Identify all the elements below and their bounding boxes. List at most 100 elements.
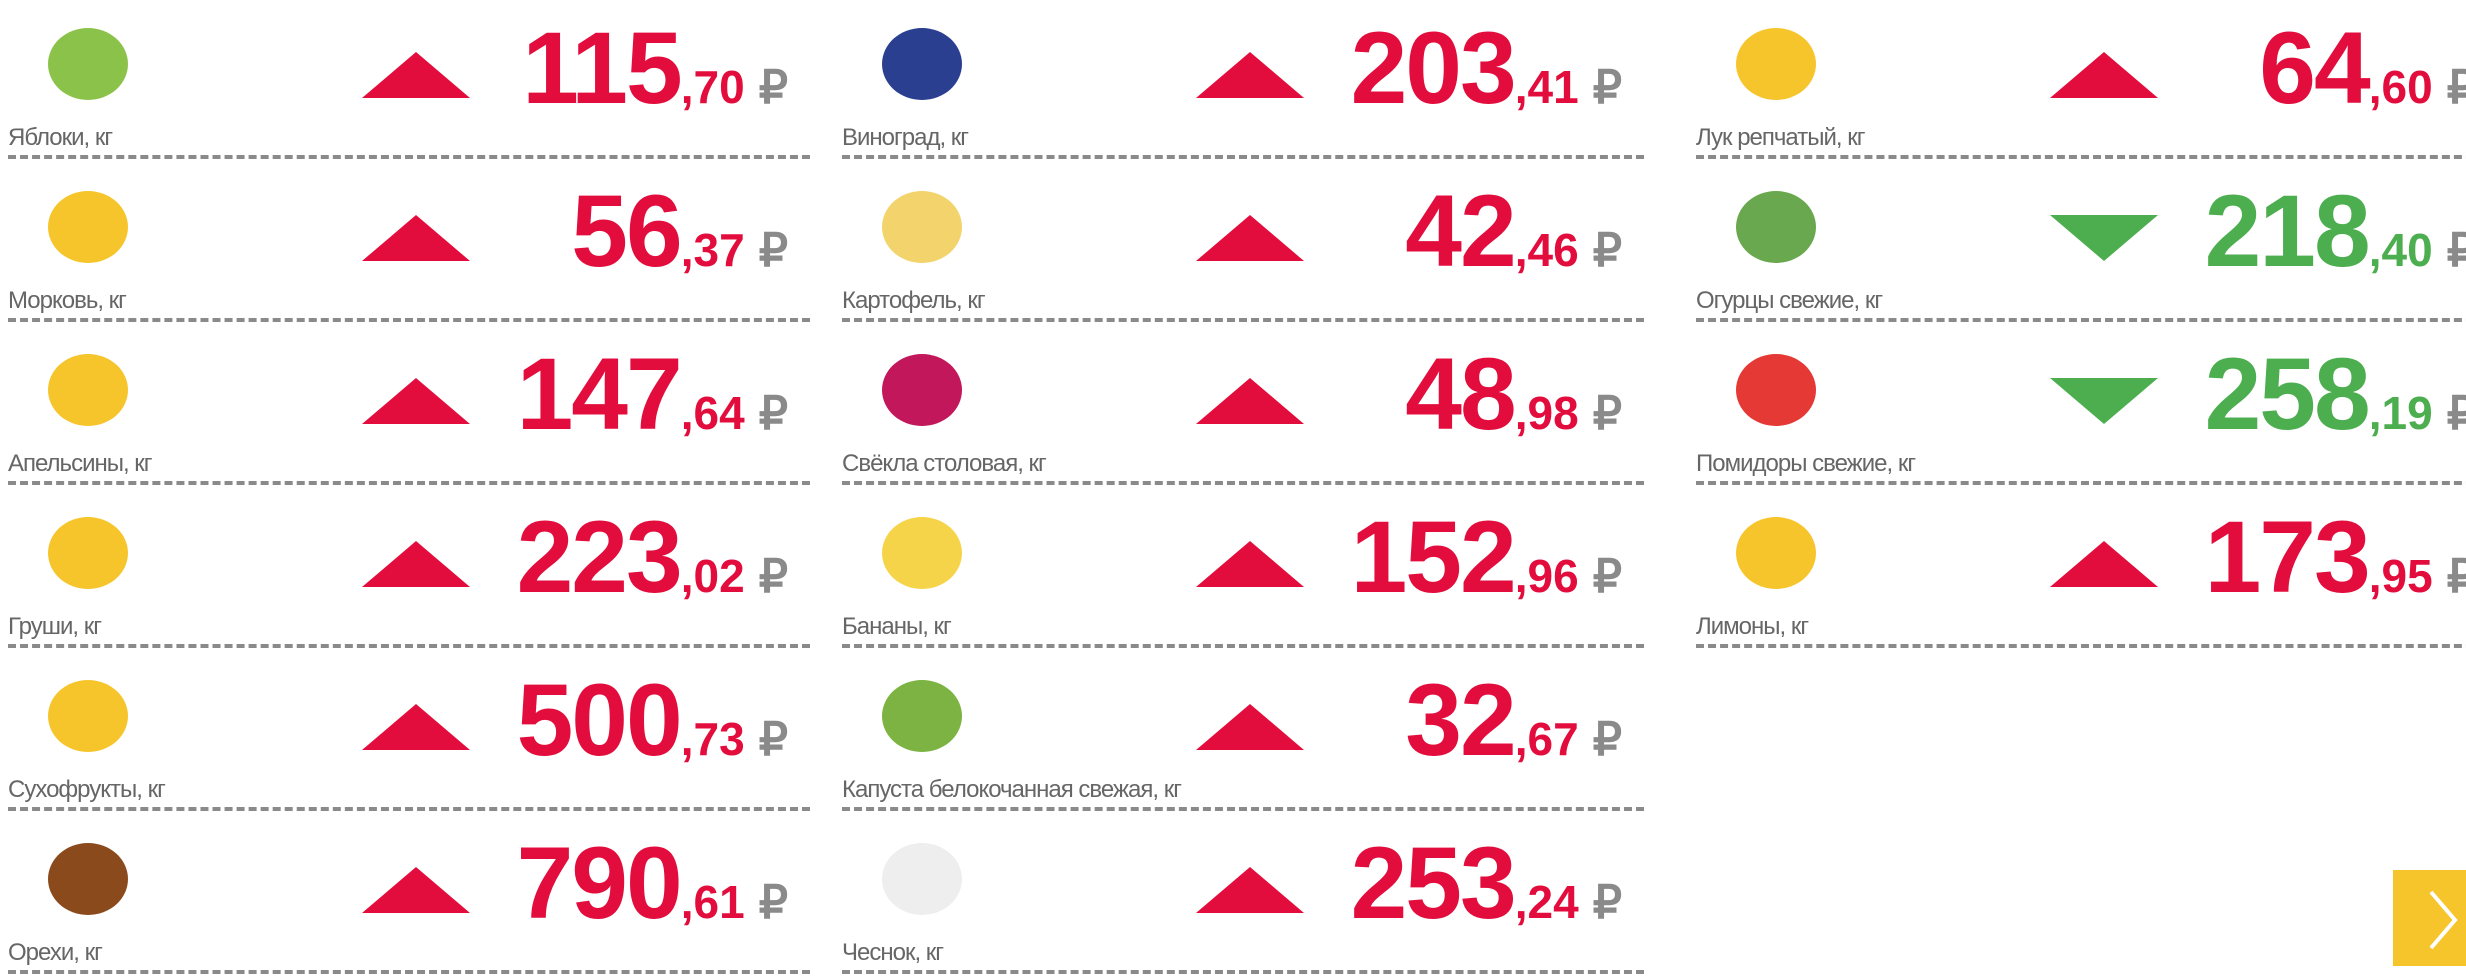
trend-arrow [2050, 541, 2158, 587]
icon-shape [48, 517, 128, 589]
currency: ₽ [1592, 61, 1622, 113]
price-whole: 258 [2204, 337, 2371, 451]
arrow-shape [362, 378, 470, 424]
product-icon [1736, 354, 1816, 426]
currency: ₽ [2446, 550, 2466, 602]
currency: ₽ [758, 387, 788, 439]
product-icon [48, 354, 128, 426]
product-name: Сухофрукты, кг [8, 776, 166, 803]
currency: ₽ [758, 61, 788, 113]
trend-arrow [1196, 867, 1304, 913]
price: 218,40 ₽ [2205, 173, 2466, 290]
trend-arrow [2050, 215, 2158, 261]
product-name: Груши, кг [8, 613, 102, 640]
icon-shape [48, 354, 128, 426]
trend-arrow [2050, 52, 2158, 98]
price: 152,96 ₽ [1351, 499, 1622, 616]
divider [8, 318, 810, 322]
price-fraction: ,41 [1514, 61, 1579, 113]
currency: ₽ [1592, 224, 1622, 276]
product-name: Помидоры свежие, кг [1696, 450, 1916, 477]
price-item: Орехи, кг 790,61 ₽ [0, 815, 830, 980]
divider [842, 807, 1644, 811]
divider [8, 970, 810, 974]
price-fraction: ,37 [680, 224, 745, 276]
icon-shape [48, 843, 128, 915]
product-name: Виноград, кг [842, 124, 969, 151]
next-button[interactable] [2393, 870, 2466, 966]
price: 32,67 ₽ [1405, 662, 1622, 779]
arrow-shape [1196, 541, 1304, 587]
product-icon [48, 843, 128, 915]
price-fraction: ,98 [1514, 387, 1579, 439]
arrow-shape [362, 704, 470, 750]
icon-shape [882, 843, 962, 915]
icon-shape [882, 517, 962, 589]
product-name: Чеснок, кг [842, 939, 944, 966]
currency: ₽ [2446, 224, 2466, 276]
currency: ₽ [1592, 550, 1622, 602]
currency: ₽ [1592, 876, 1622, 928]
currency: ₽ [758, 713, 788, 765]
price-item: Яблоки, кг 115,70 ₽ [0, 0, 830, 165]
trend-arrow [362, 52, 470, 98]
price-item: Огурцы свежие, кг 218,40 ₽ [1688, 163, 2466, 328]
product-name: Орехи, кг [8, 939, 103, 966]
price-whole: 147 [516, 337, 683, 451]
divider [8, 155, 810, 159]
product-icon [48, 191, 128, 263]
price-item: Апельсины, кг 147,64 ₽ [0, 326, 830, 491]
product-icon [882, 28, 962, 100]
trend-arrow [1196, 704, 1304, 750]
product-name: Свёкла столовая, кг [842, 450, 1047, 477]
price-fraction: ,67 [1514, 713, 1579, 765]
divider [842, 644, 1644, 648]
price: 115,70 ₽ [522, 10, 788, 127]
price: 790,61 ₽ [517, 825, 788, 942]
trend-arrow [2050, 378, 2158, 424]
price-item: Виноград, кг 203,41 ₽ [834, 0, 1664, 165]
price-fraction: ,19 [2368, 387, 2433, 439]
divider [1696, 155, 2466, 159]
price-fraction: ,02 [680, 550, 745, 602]
price-fraction: ,46 [1514, 224, 1579, 276]
price-item: Лимоны, кг 173,95 ₽ [1688, 489, 2466, 654]
price-whole: 173 [2204, 500, 2371, 614]
price-item: Лук репчатый, кг 64,60 ₽ [1688, 0, 2466, 165]
product-name: Апельсины, кг [8, 450, 153, 477]
price-fraction: ,40 [2368, 224, 2433, 276]
product-icon [48, 28, 128, 100]
divider [8, 481, 810, 485]
product-icon [48, 680, 128, 752]
price: 147,64 ₽ [517, 336, 788, 453]
next-icon [2429, 890, 2458, 950]
product-icon [48, 517, 128, 589]
price-whole: 500 [516, 663, 683, 777]
price: 173,95 ₽ [2205, 499, 2466, 616]
product-name: Морковь, кг [8, 287, 127, 314]
divider [1696, 644, 2466, 648]
price: 64,60 ₽ [2259, 10, 2466, 127]
price-whole: 42 [1405, 174, 1516, 288]
trend-arrow [362, 867, 470, 913]
price-item: Картофель, кг 42,46 ₽ [834, 163, 1664, 328]
arrow-shape [2050, 541, 2158, 587]
product-icon [1736, 517, 1816, 589]
price-whole: 32 [1405, 663, 1516, 777]
product-icon [882, 843, 962, 915]
icon-shape [882, 28, 962, 100]
arrow-shape [1196, 215, 1304, 261]
product-icon [882, 354, 962, 426]
arrow-shape [362, 52, 470, 98]
trend-arrow [362, 378, 470, 424]
icon-shape [1736, 354, 1816, 426]
price: 48,98 ₽ [1405, 336, 1622, 453]
price-fraction: ,96 [1514, 550, 1579, 602]
arrow-shape [2050, 52, 2158, 98]
arrow-shape [362, 215, 470, 261]
divider [8, 644, 810, 648]
price-whole: 218 [2204, 174, 2371, 288]
price-whole: 56 [571, 174, 682, 288]
trend-arrow [362, 704, 470, 750]
price: 253,24 ₽ [1351, 825, 1622, 942]
